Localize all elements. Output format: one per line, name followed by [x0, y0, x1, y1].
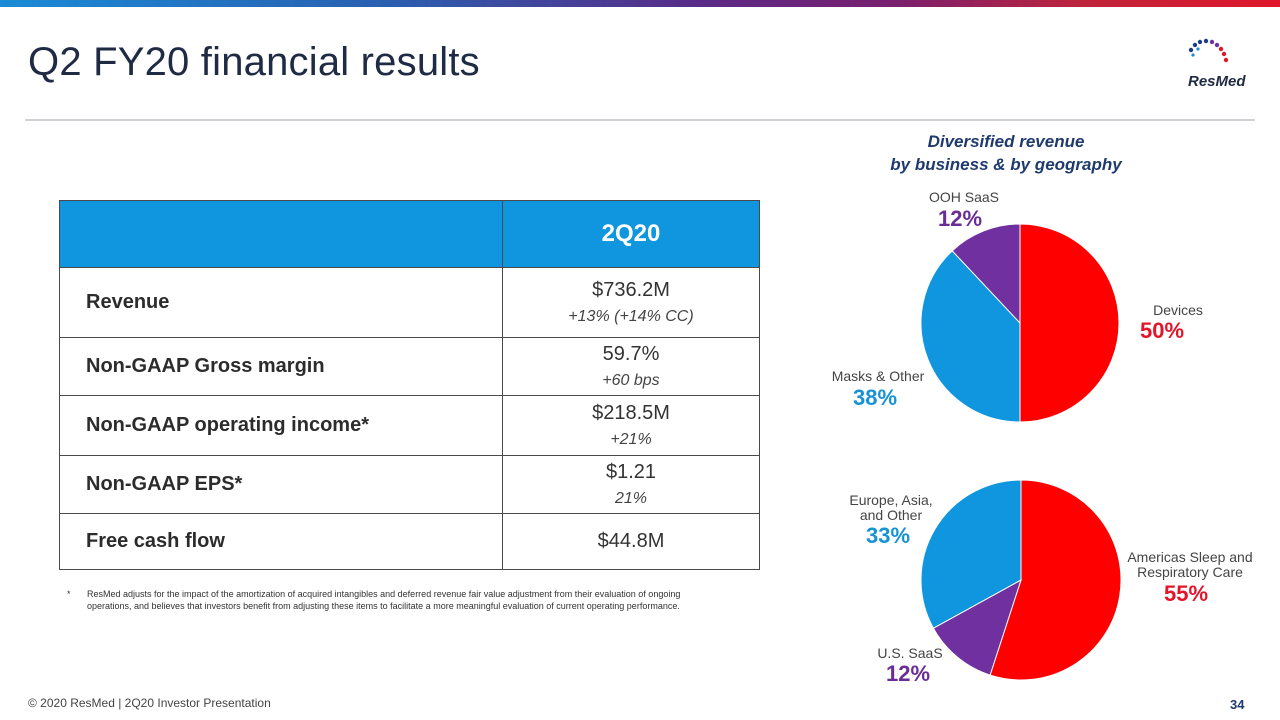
title-divider — [25, 119, 1255, 121]
financial-results-table: 2Q20 Revenue $736.2M +13% (+14% CC) Non-… — [59, 200, 760, 570]
chart-title: Diversified revenue by business & by geo… — [870, 130, 1142, 176]
business-slice-masks-other — [920, 250, 1021, 423]
business-slice-devices — [1019, 223, 1120, 423]
table-row: Non-GAAP operating income* $218.5M +21% — [59, 395, 760, 456]
geography-slice-americas-sleep-and-respiratory-care — [989, 479, 1122, 681]
page-number: 34 — [1230, 697, 1245, 712]
row-label-eps: Non-GAAP EPS* — [59, 455, 503, 514]
eps-value: $1.21 — [605, 461, 657, 483]
row-label-revenue: Revenue — [59, 267, 503, 338]
row-label-free-cash-flow: Free cash flow — [59, 513, 503, 570]
footer-text: © 2020 ResMed | 2Q20 Investor Presentati… — [28, 696, 271, 710]
row-label-operating-income: Non-GAAP operating income* — [59, 395, 503, 456]
pct-americas: 55% — [1164, 581, 1209, 606]
resmed-logo-icon — [1188, 38, 1229, 63]
label-devices: Devices — [1153, 302, 1203, 318]
page-title: Q2 FY20 financial results — [28, 40, 480, 84]
table-row: Non-GAAP Gross margin 59.7% +60 bps — [59, 337, 760, 396]
top-accent-bar — [0, 0, 1280, 7]
label-ooh-saas: OOH SaaS — [928, 189, 1000, 205]
geography-slice-europe-asia-and-other — [920, 479, 1022, 629]
footnote-text: ResMed adjusts for the impact of the amo… — [87, 589, 681, 611]
label-europe-line1: Europe, Asia, — [849, 492, 933, 508]
gross-margin-value: 59.7% — [602, 343, 660, 365]
label-masks-other: Masks & Other — [831, 368, 925, 384]
row-value-free-cash-flow: $44.8M — [502, 513, 760, 570]
label-europe-line2: and Other — [859, 507, 923, 523]
table-header-row: 2Q20 — [59, 200, 760, 268]
pct-devices: 50% — [1140, 318, 1185, 343]
table-row: Non-GAAP EPS* $1.21 21% — [59, 455, 760, 514]
table-header-blank — [59, 200, 503, 268]
row-value-revenue: $736.2M +13% (+14% CC) — [502, 267, 760, 338]
footnote-marker: * — [67, 589, 71, 599]
table-row: Free cash flow $44.8M — [59, 513, 760, 570]
business-pie-chart — [920, 223, 1120, 423]
chart-title-line1: Diversified revenue — [927, 132, 1085, 151]
revenue-growth: +13% (+14% CC) — [568, 308, 694, 325]
gross-margin-change: +60 bps — [602, 372, 660, 389]
footnote: * ResMed adjusts for the impact of the a… — [67, 588, 707, 612]
operating-income-value: $218.5M — [592, 402, 670, 424]
geography-pie-chart — [920, 479, 1122, 681]
row-value-operating-income: $218.5M +21% — [502, 395, 760, 456]
label-americas: Americas Sleep and Respiratory Care — [1124, 550, 1256, 580]
label-us-saas: U.S. SaaS — [877, 645, 943, 661]
pct-ooh-saas: 12% — [938, 206, 983, 231]
label-americas-line2: Respiratory Care — [1137, 564, 1243, 580]
label-europe-asia-other: Europe, Asia, and Other — [840, 493, 942, 523]
pct-masks-other: 38% — [853, 385, 898, 410]
logo-wordmark: ResMed — [1188, 73, 1246, 90]
eps-growth: 21% — [614, 490, 648, 507]
geography-slice-u-s-saas — [932, 578, 1022, 676]
label-americas-line1: Americas Sleep and — [1127, 549, 1253, 565]
row-label-gross-margin: Non-GAAP Gross margin — [59, 337, 503, 396]
row-value-gross-margin: 59.7% +60 bps — [502, 337, 760, 396]
table-row: Revenue $736.2M +13% (+14% CC) — [59, 267, 760, 338]
business-slice-ooh-saas — [951, 223, 1021, 325]
operating-income-growth: +21% — [610, 431, 652, 448]
free-cash-flow-value: $44.8M — [597, 530, 665, 552]
row-value-eps: $1.21 21% — [502, 455, 760, 514]
pct-europe-asia-other: 33% — [866, 523, 911, 548]
table-header-period: 2Q20 — [502, 200, 760, 268]
pct-us-saas: 12% — [886, 661, 931, 686]
revenue-value: $736.2M — [592, 279, 670, 301]
chart-title-line2: by business & by geography — [890, 155, 1122, 174]
